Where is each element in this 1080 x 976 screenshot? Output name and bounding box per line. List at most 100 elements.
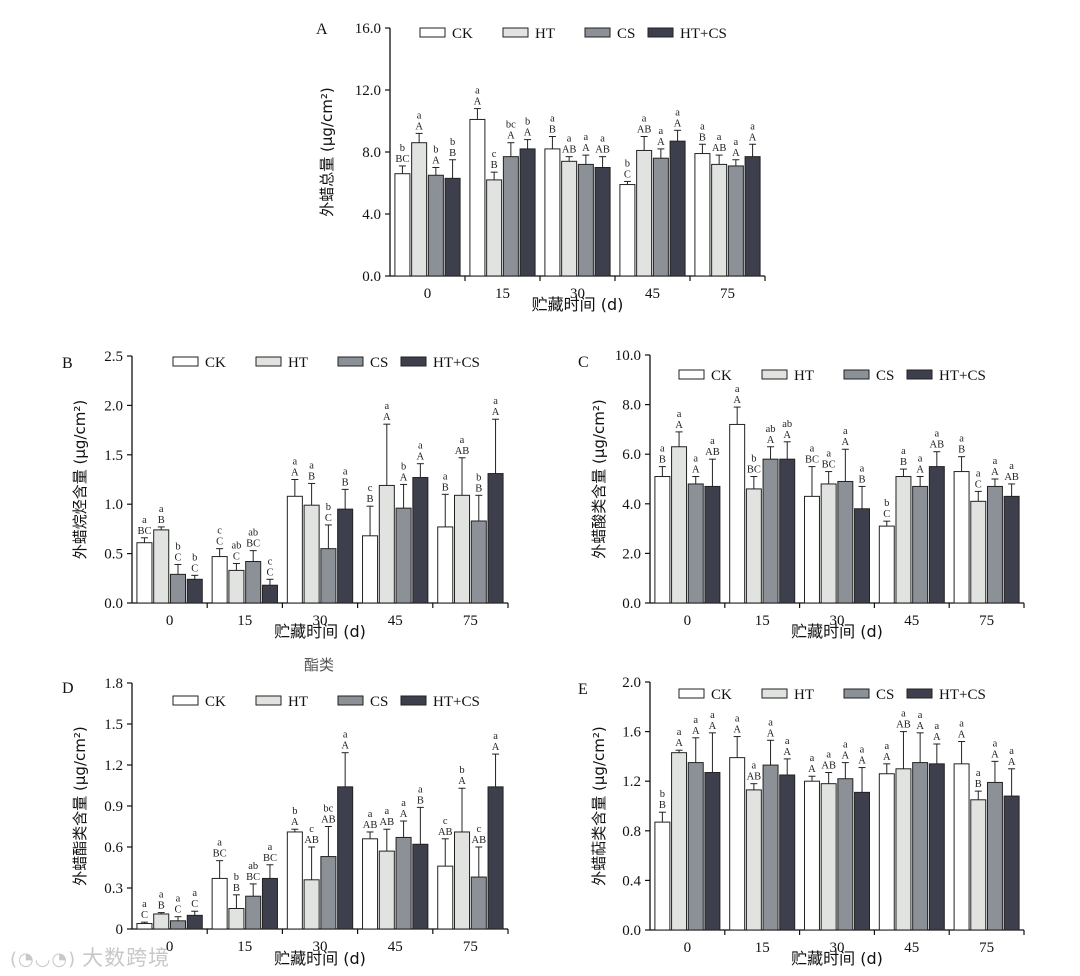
- bar: [303, 879, 320, 930]
- significance-upper: A: [732, 148, 740, 159]
- significance-upper: A: [458, 776, 466, 787]
- bar: [261, 584, 278, 604]
- significance-lower: a: [677, 727, 682, 738]
- bar: [654, 821, 671, 931]
- bar: [136, 923, 153, 930]
- significance-lower: a: [159, 504, 164, 515]
- significance-upper: C: [141, 910, 148, 921]
- significance-upper: A: [291, 468, 299, 479]
- bar: [245, 895, 262, 930]
- significance-lower: a: [142, 515, 147, 526]
- bar: [486, 179, 503, 277]
- significance-upper: B: [158, 515, 165, 526]
- bar: [704, 485, 721, 604]
- significance-lower: a: [584, 132, 589, 143]
- bar: [895, 768, 912, 931]
- x-tick-label: 0: [684, 940, 692, 956]
- legend-swatch: [843, 369, 870, 380]
- legend-swatch: [255, 695, 282, 706]
- significance-upper: AB: [896, 720, 911, 731]
- bar: [729, 423, 746, 604]
- bar: [544, 148, 561, 277]
- bar: [378, 850, 395, 930]
- significance-upper: A: [1008, 757, 1016, 768]
- significance-lower: a: [750, 121, 755, 132]
- bar: [779, 774, 796, 931]
- significance-lower: a: [600, 134, 605, 145]
- legend-label: CK: [711, 687, 732, 703]
- significance-lower: c: [443, 816, 448, 827]
- significance-lower: a: [993, 738, 998, 749]
- significance-lower: c: [476, 824, 481, 835]
- bar: [953, 471, 970, 604]
- y-tick-label: 1.8: [104, 676, 123, 692]
- bar: [337, 786, 354, 930]
- significance-upper: B: [549, 125, 556, 136]
- significance-lower: a: [735, 714, 740, 725]
- y-tick-label: 2.0: [622, 675, 641, 691]
- significance-lower: a: [493, 731, 498, 742]
- significance-upper: C: [624, 169, 631, 180]
- y-tick-label: 1.2: [622, 774, 641, 790]
- bar: [437, 526, 454, 604]
- bar: [286, 495, 303, 604]
- legend-label: HT+CS: [939, 368, 986, 384]
- significance-lower: ab: [782, 419, 792, 430]
- panel-letter: C: [578, 354, 589, 371]
- panel-e: E 0.0 0.4 0.8 1.2 1.6 2.0 外蜡萜类含量 (μg/cm²) 贮藏时间 (…: [578, 675, 1025, 968]
- significance-lower: a: [976, 468, 981, 479]
- significance-lower: b: [192, 552, 197, 563]
- significance-upper: A: [783, 747, 791, 758]
- significance-lower: a: [460, 435, 465, 446]
- significance-lower: a: [343, 730, 348, 741]
- watermark: (◔◡◔) 大数跨境: [10, 942, 170, 972]
- bar: [394, 173, 411, 277]
- significance-upper: A: [657, 137, 665, 148]
- significance-upper: B: [342, 477, 349, 488]
- legend-label: CS: [617, 26, 635, 42]
- bar: [837, 480, 854, 604]
- legend-label: HT+CS: [433, 355, 480, 371]
- bar: [671, 446, 688, 604]
- significance-upper: AB: [304, 835, 319, 846]
- x-tick-label: 75: [463, 939, 478, 955]
- bar: [694, 153, 711, 277]
- significance-upper: C: [883, 509, 890, 520]
- significance-lower: b: [660, 789, 665, 800]
- y-tick-label: 16.0: [355, 21, 381, 37]
- bar: [362, 535, 379, 604]
- significance-upper: A: [991, 467, 999, 478]
- significance-lower: b: [401, 461, 406, 472]
- significance-upper: AB: [380, 817, 395, 828]
- significance-upper: A: [958, 730, 966, 741]
- significance-upper: A: [991, 749, 999, 760]
- significance-upper: A: [842, 437, 850, 448]
- significance-lower: a: [843, 426, 848, 437]
- x-tick-label: 75: [979, 613, 994, 629]
- panel-letter: A: [316, 21, 328, 38]
- x-tick-label: 45: [645, 286, 660, 302]
- bar: [136, 542, 153, 604]
- significance-upper: A: [675, 420, 683, 431]
- bar: [729, 757, 746, 931]
- significance-upper: A: [291, 817, 299, 828]
- significance-upper: AB: [438, 827, 453, 838]
- significance-upper: A: [916, 465, 924, 476]
- bar: [687, 762, 704, 931]
- x-tick-label: 30: [570, 286, 585, 302]
- x-tick-label: 15: [495, 286, 510, 302]
- bar: [286, 831, 303, 930]
- bar: [303, 504, 320, 604]
- significance-upper: A: [733, 725, 741, 736]
- y-axis-title: 外蜡总量 (μg/cm²): [318, 87, 336, 216]
- y-tick-label: 4.0: [622, 497, 641, 513]
- bar: [261, 877, 278, 930]
- bar: [412, 477, 429, 604]
- legend-label: HT: [794, 368, 814, 384]
- bar: [228, 908, 245, 930]
- y-tick-label: 0.4: [622, 873, 641, 889]
- significance-lower: a: [826, 750, 831, 761]
- bar: [928, 466, 945, 604]
- bar: [153, 913, 170, 930]
- significance-upper: B: [475, 483, 482, 494]
